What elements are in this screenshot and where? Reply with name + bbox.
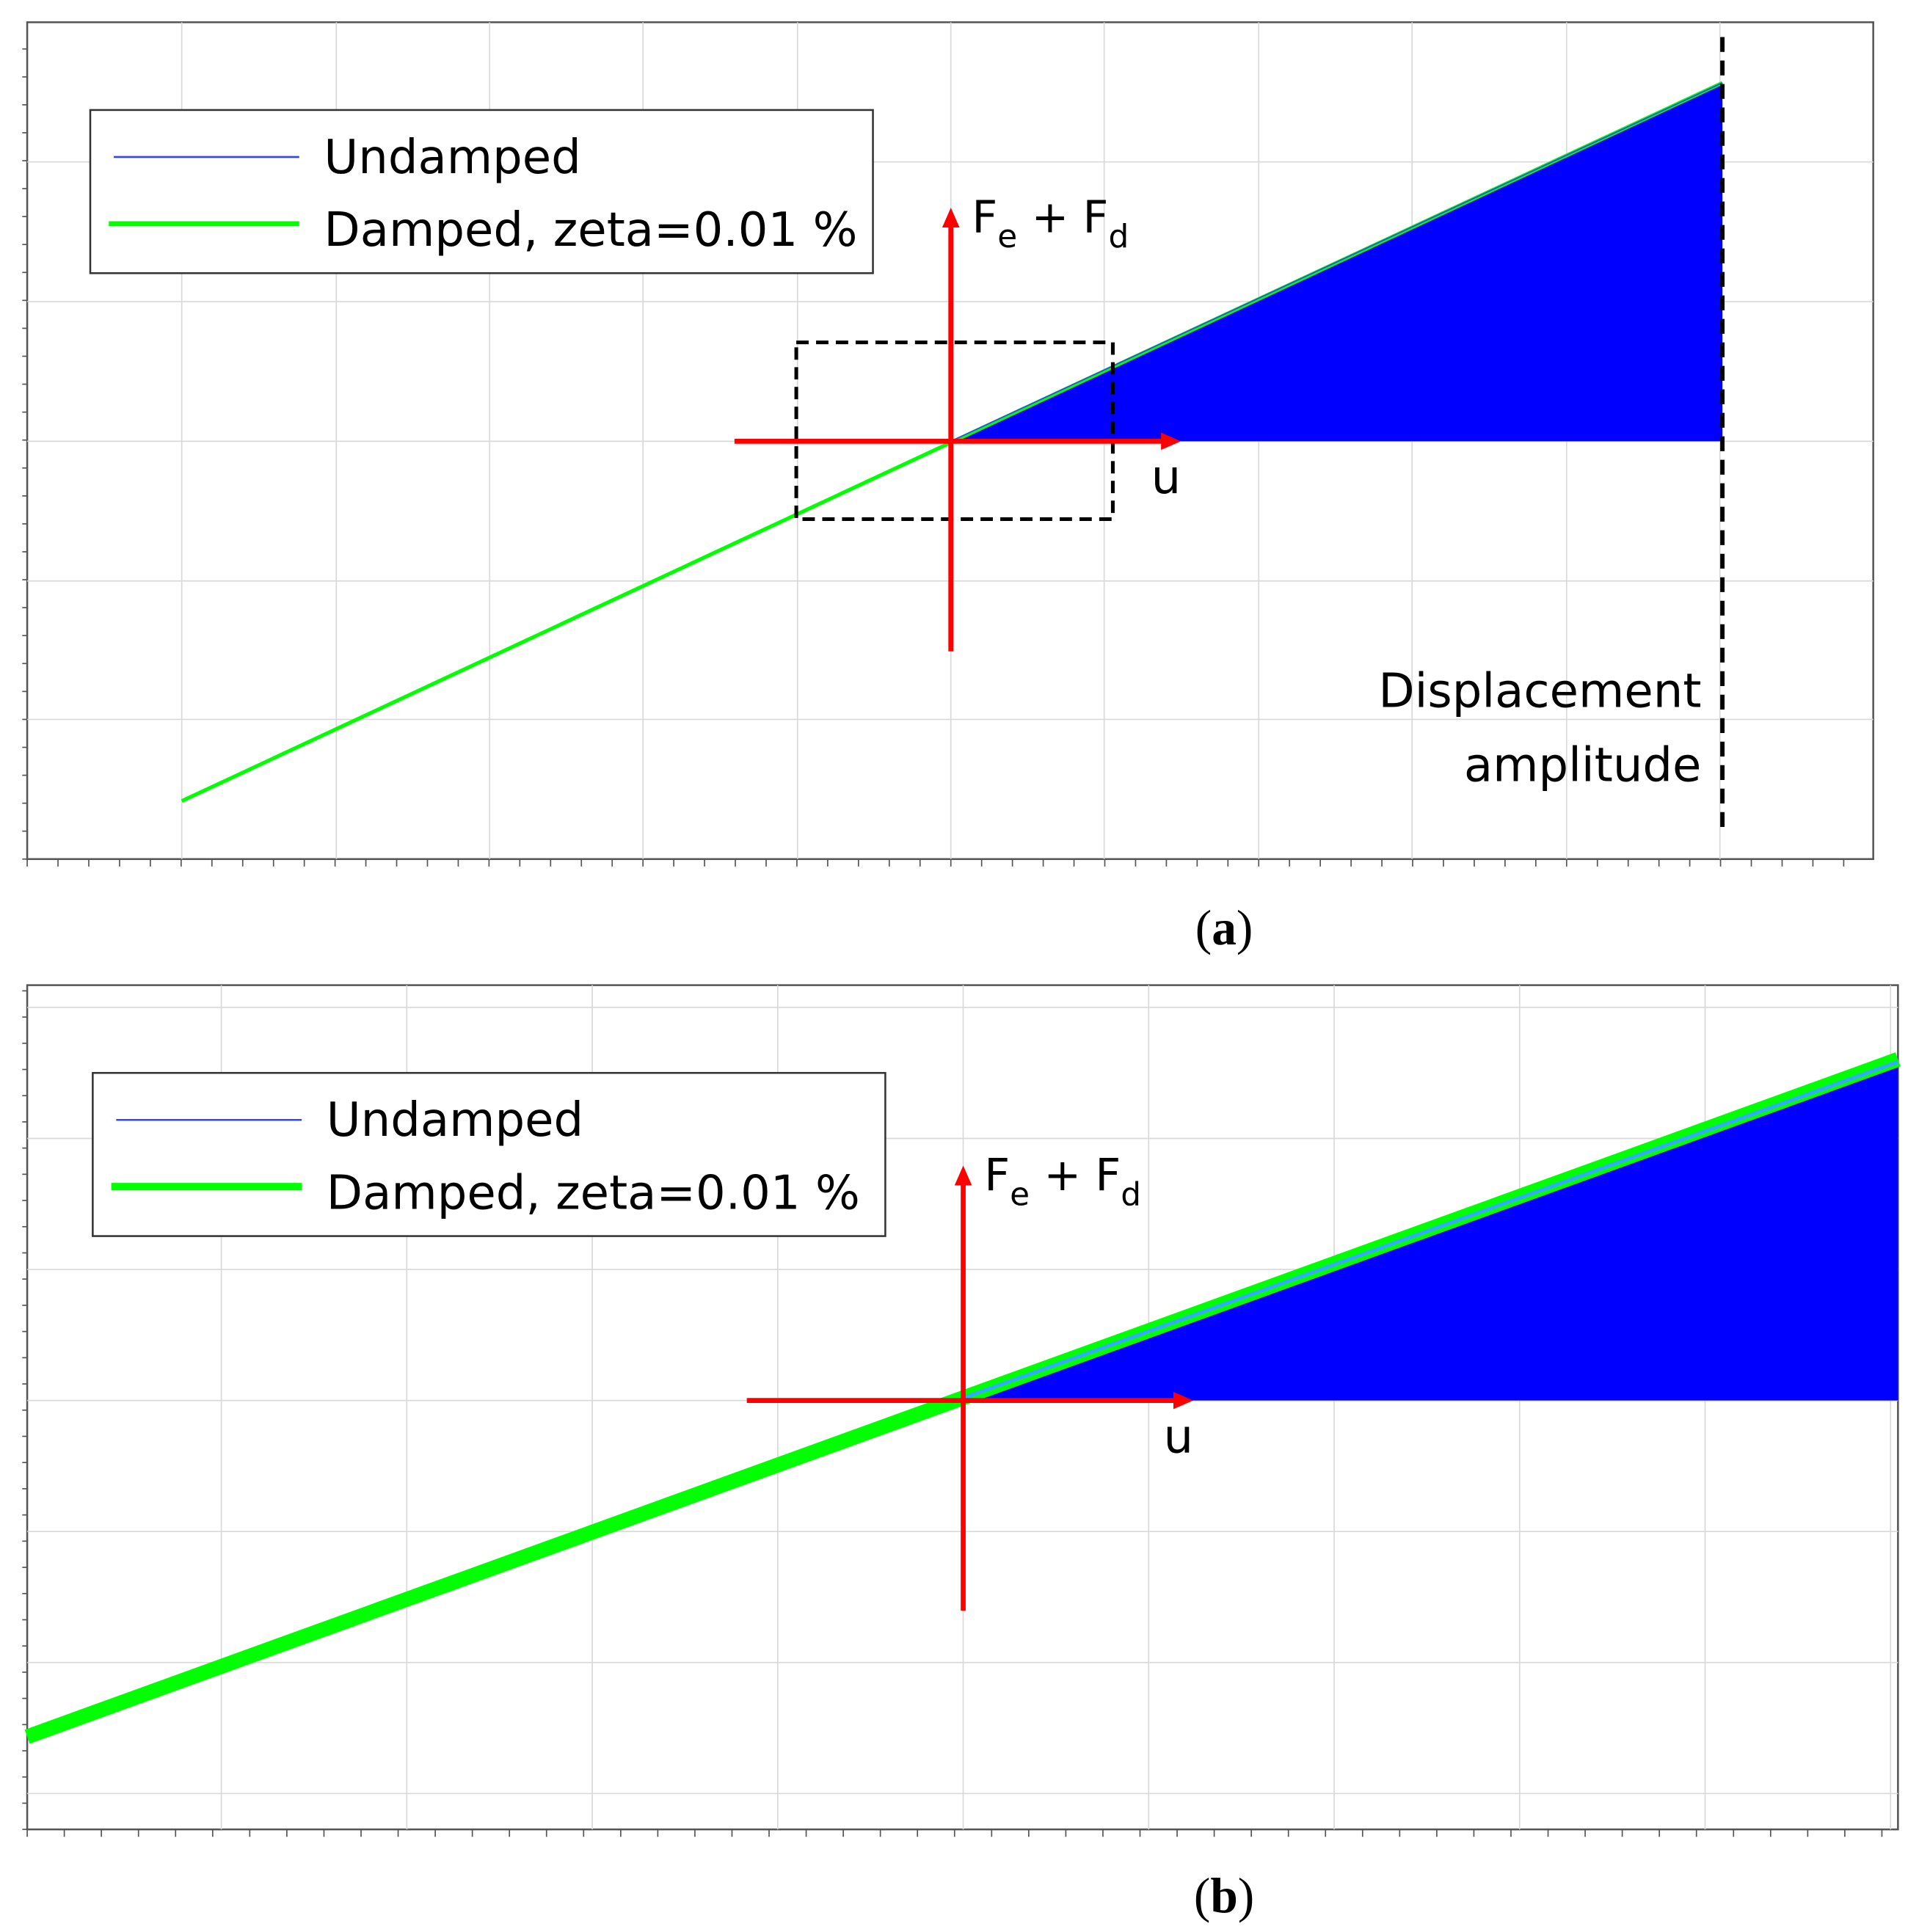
force-label-part: d xyxy=(1108,218,1129,255)
u-label: u xyxy=(1164,1410,1194,1464)
caption-part: ( xyxy=(1195,900,1212,955)
force-label: Fe + Fd xyxy=(984,1150,1141,1213)
force-label: Fe + Fd xyxy=(972,192,1129,255)
legend-label: Undamped xyxy=(324,131,580,185)
caption-part: ) xyxy=(1237,900,1253,955)
force-label-part: F xyxy=(984,1150,1010,1201)
legend-label: Damped, zeta=0.01 % xyxy=(324,203,857,258)
legend-box xyxy=(89,109,874,274)
force-label-part: e xyxy=(997,218,1017,255)
force-label-part: F xyxy=(972,192,997,244)
caption-part: a xyxy=(1212,900,1237,955)
annotation: amplitude xyxy=(1464,739,1702,793)
caption-part: ) xyxy=(1238,1868,1254,1923)
force-label-part: + F xyxy=(1017,192,1108,244)
legend-box xyxy=(92,1071,886,1237)
caption: (b) xyxy=(1194,1868,1254,1923)
u-label: u xyxy=(1151,451,1181,505)
arrow-head xyxy=(954,1165,972,1186)
arrow-head xyxy=(1173,1391,1193,1410)
force-label-part: e xyxy=(1010,1175,1030,1213)
arrow-head xyxy=(942,208,960,227)
arrow-head xyxy=(1161,432,1181,451)
force-label-part: + F xyxy=(1030,1150,1121,1201)
legend-label: Damped, zeta=0.01 % xyxy=(327,1167,860,1221)
caption: (a) xyxy=(1195,900,1253,955)
panel: Fe + Fd u Undamped Damped, zeta=0.01 % (b) xyxy=(22,984,1901,1923)
undamped-curve xyxy=(950,82,1723,442)
undamped-curve xyxy=(962,1060,1899,1400)
legend-label: Undamped xyxy=(327,1093,583,1148)
force-label-part: d xyxy=(1121,1175,1141,1213)
caption-part: ( xyxy=(1194,1868,1210,1923)
panel: Fe + Fd u Displacement amplitude Undamped Dam… xyxy=(22,21,1874,955)
caption-part: b xyxy=(1210,1868,1237,1923)
annotation: Displacement xyxy=(1378,665,1701,719)
